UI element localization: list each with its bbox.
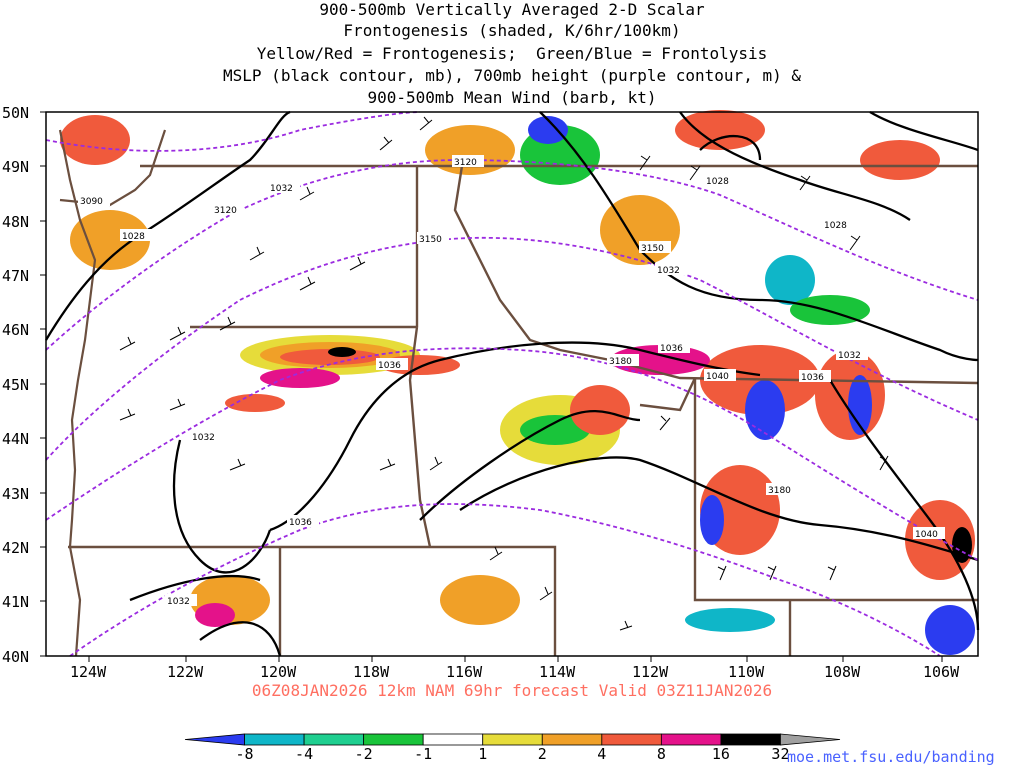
title-line-2: Frontogenesis (shaded, K/6hr/100km) [343, 21, 681, 40]
title-line-4: MSLP (black contour, mb), 700mb height (… [223, 66, 801, 85]
mslp-label: 1040 [915, 530, 938, 540]
colorbar-swatch [482, 733, 543, 746]
mslp-label: 1036 [378, 361, 401, 371]
colorbar-label: -1 [414, 745, 432, 763]
mslp-label: 1036 [660, 344, 683, 354]
colorbar-label: 16 [712, 745, 730, 763]
height-label: 3180 [609, 357, 632, 367]
lon-label: 114W [539, 663, 576, 681]
mslp-label: 1032 [657, 266, 680, 276]
latitude-labels: 50N 49N 48N 47N 46N 45N 44N 43N 42N 41N … [2, 104, 29, 666]
colorbar-label: 8 [657, 745, 666, 763]
colorbar-label: -8 [236, 745, 254, 763]
colorbar-label: 1 [478, 745, 487, 763]
mslp-label: 1028 [706, 177, 729, 187]
height-label: 3150 [419, 235, 442, 245]
mslp-label: 1036 [801, 373, 824, 383]
lat-label: 47N [2, 267, 29, 285]
contour-labels: 1032 1028 1036 1036 1032 1040 1036 1032 … [78, 155, 945, 607]
height-label: 3120 [214, 206, 237, 216]
lat-label: 44N [2, 430, 29, 448]
state-borders [68, 164, 979, 656]
colorbar-label: 2 [538, 745, 547, 763]
mslp-label: 1028 [122, 232, 145, 242]
title-line-1: 900-500mb Vertically Averaged 2-D Scalar [319, 0, 705, 19]
lon-label: 118W [353, 663, 390, 681]
lon-label: 106W [923, 663, 960, 681]
mslp-label: 1036 [289, 518, 312, 528]
colorbar-swatch [244, 733, 305, 746]
colorbar-label: -2 [355, 745, 373, 763]
colorbar-swatch [303, 733, 365, 746]
ticks [40, 111, 943, 662]
mslp-label: 1032 [192, 433, 215, 443]
colorbar-swatch [541, 733, 603, 746]
lat-label: 43N [2, 485, 29, 503]
lon-label: 122W [167, 663, 204, 681]
lon-label: 110W [728, 663, 765, 681]
lon-label: 116W [446, 663, 483, 681]
colorbar: -8 -4 -2 -1 1 2 4 8 16 32 [184, 733, 841, 763]
height-contours [45, 111, 979, 657]
title-line-5: 900-500mb Mean Wind (barb, kt) [367, 88, 657, 107]
colorbar-swatch [422, 733, 484, 746]
lat-label: 41N [2, 593, 29, 611]
mslp-label: 1040 [706, 372, 729, 382]
height-label: 3150 [641, 244, 664, 254]
colorbar-label: -4 [295, 745, 313, 763]
colorbar-swatch [363, 733, 424, 746]
colorbar-swatch [720, 733, 781, 746]
colorbar-swatch [780, 733, 841, 746]
lat-label: 45N [2, 376, 29, 394]
height-label: 3180 [768, 486, 791, 496]
colorbar-swatch [601, 733, 662, 746]
height-label: 3090 [80, 197, 103, 207]
lon-label: 112W [632, 663, 669, 681]
lat-label: 48N [2, 213, 29, 231]
frontogenesis-shading [46, 110, 978, 656]
lat-label: 40N [2, 648, 29, 666]
mslp-label: 1032 [270, 184, 293, 194]
colorbar-label: 32 [771, 745, 789, 763]
mslp-contours [45, 110, 980, 657]
lon-label: 120W [260, 663, 297, 681]
lat-label: 50N [2, 104, 29, 122]
lat-label: 49N [2, 158, 29, 176]
colorbar-swatch [184, 733, 245, 746]
colorbar-swatch [660, 733, 722, 746]
mslp-label: 1028 [824, 221, 847, 231]
height-label: 3120 [454, 158, 477, 168]
run-info: 06Z08JAN2026 12km NAM 69hr forecast Vali… [251, 681, 773, 700]
longitude-labels: 124W 122W 120W 118W 116W 114W 112W 110W … [70, 663, 960, 681]
wind-barbs [119, 116, 889, 631]
mslp-label: 1032 [167, 597, 190, 607]
title-line-3: Yellow/Red = Frontogenesis; Green/Blue =… [256, 44, 768, 63]
lat-label: 42N [2, 539, 29, 557]
lon-label: 124W [70, 663, 107, 681]
lon-label: 108W [824, 663, 861, 681]
lat-label: 46N [2, 321, 29, 339]
credit-url: moe.met.fsu.edu/banding [787, 748, 995, 766]
colorbar-label: 4 [597, 745, 606, 763]
mslp-label: 1032 [838, 351, 861, 361]
